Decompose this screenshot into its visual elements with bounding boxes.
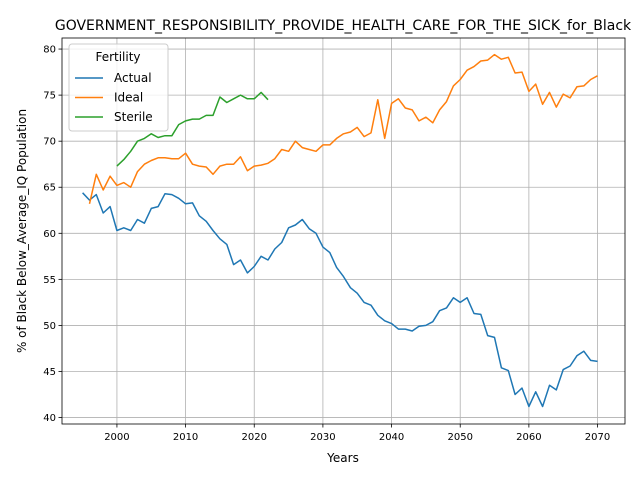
y-axis-label: % of Black Below_Average_IQ Population xyxy=(15,109,29,353)
legend: Fertility Actual Ideal Sterile xyxy=(68,43,169,132)
y-tick-label: 45 xyxy=(43,367,56,378)
series-line-actual xyxy=(82,192,598,408)
x-tick-label: 2070 xyxy=(585,432,610,443)
series-lines xyxy=(82,53,598,408)
legend-label-ideal: Ideal xyxy=(114,91,143,105)
y-tick-label: 60 xyxy=(43,229,56,240)
legend-title: Fertility xyxy=(95,50,140,64)
x-tick-label: 2060 xyxy=(516,432,541,443)
y-tick-label: 50 xyxy=(43,321,56,332)
chart-title: GOVERNMENT_RESPONSIBILITY_PROVIDE_HEALTH… xyxy=(55,18,632,34)
legend-box xyxy=(68,43,169,132)
x-tick-label: 2000 xyxy=(104,432,129,443)
y-tick-label: 40 xyxy=(43,413,56,424)
x-axis-label: Years xyxy=(326,451,359,465)
legend-label-actual: Actual xyxy=(114,71,152,85)
x-tick-label: 2050 xyxy=(447,432,472,443)
y-tick-label: 65 xyxy=(43,183,56,194)
x-tick-label: 2010 xyxy=(173,432,198,443)
x-tick-label: 2020 xyxy=(242,432,267,443)
y-tick-label: 75 xyxy=(43,91,56,102)
x-tick-label: 2030 xyxy=(310,432,335,443)
y-tick-label: 80 xyxy=(43,45,56,56)
plot-frame xyxy=(61,37,626,425)
y-tick-label: 70 xyxy=(43,137,56,148)
y-axis-ticks: 40 45 50 55 60 65 70 75 80 xyxy=(43,45,62,424)
legend-items: Actual Ideal Sterile xyxy=(75,71,153,124)
grid xyxy=(62,38,625,424)
legend-label-sterile: Sterile xyxy=(114,110,153,124)
y-tick-label: 55 xyxy=(43,275,56,286)
series-line-ideal xyxy=(88,53,598,204)
x-axis-ticks: 2000 2010 2020 2030 2040 2050 2060 2070 xyxy=(104,424,610,443)
series-line-sterile xyxy=(116,91,269,167)
x-tick-label: 2040 xyxy=(379,432,404,443)
